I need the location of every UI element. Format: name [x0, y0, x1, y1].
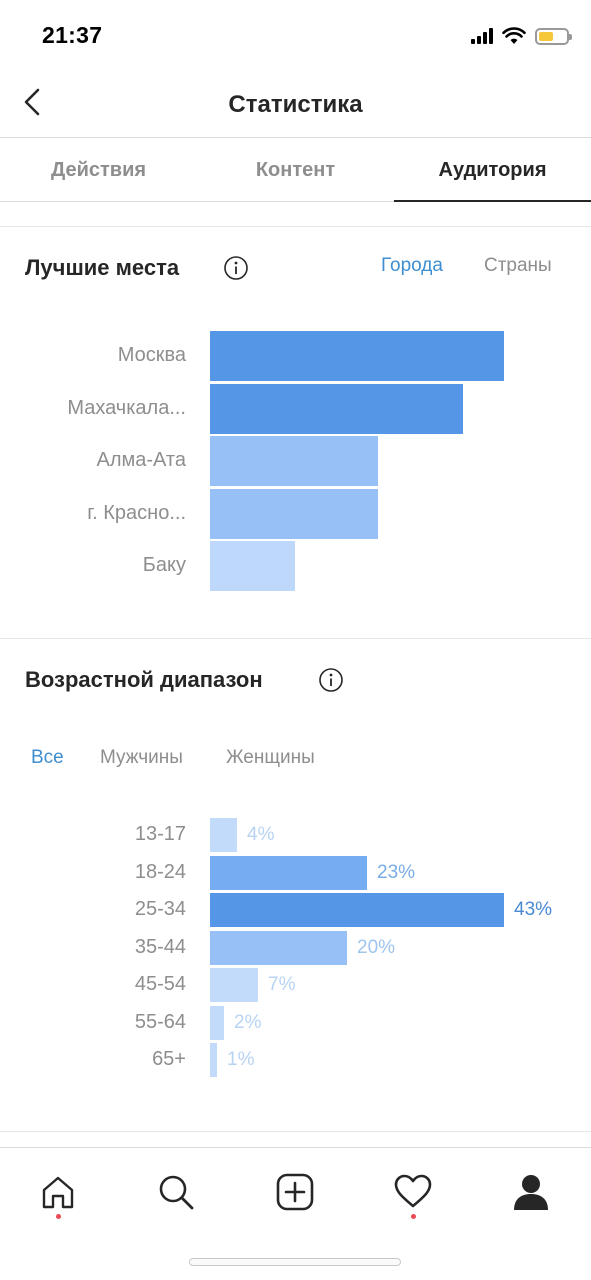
search-icon [159, 1175, 194, 1210]
age-range-title: Возрастной диапазон [25, 667, 263, 692]
status-time: 21:37 [42, 22, 103, 48]
chart-category-label: Москва [117, 344, 186, 366]
nav-profile[interactable] [507, 1168, 555, 1216]
chart-bar [210, 331, 504, 381]
nav-add-post[interactable] [271, 1168, 319, 1216]
chart-bar [210, 383, 463, 434]
nav-search[interactable] [152, 1168, 200, 1216]
chart-value-label: 4% [247, 824, 275, 845]
nav-header: Статистика [0, 72, 591, 138]
back-button[interactable] [16, 84, 52, 120]
chart-value-label: 7% [268, 974, 296, 995]
chart-bar [210, 930, 347, 965]
section-divider [0, 638, 591, 639]
chart-bar [210, 818, 237, 852]
battery-icon [535, 27, 572, 45]
chart-value-label: 20% [357, 936, 396, 958]
notification-dot [56, 1214, 61, 1219]
top-places-title: Лучшие места [25, 255, 180, 280]
status-icons [471, 24, 572, 48]
chart-bar [210, 968, 258, 1002]
chart-value-label: 23% [377, 861, 416, 883]
chevron-left-icon [24, 88, 40, 116]
filter-all[interactable]: Все [31, 747, 64, 768]
filter-men[interactable]: Мужчины [100, 747, 183, 768]
chart-bar [210, 436, 378, 486]
info-icon[interactable] [223, 255, 249, 281]
chart-bar [210, 1043, 217, 1077]
nav-activity[interactable] [389, 1168, 437, 1216]
chart-category-label: 35-44 [134, 935, 186, 958]
bottom-nav [0, 1147, 591, 1280]
chart-category-label: 65+ [152, 1048, 186, 1070]
chart-category-label: 25-34 [134, 898, 186, 920]
heart-icon [394, 1174, 432, 1208]
chart-value-label: 43% [514, 899, 553, 920]
page-title: Статистика [228, 91, 363, 118]
notification-dot [411, 1214, 416, 1219]
chart-category-label: Махачкала... [67, 396, 186, 419]
chart-category-label: Алма-Ата [96, 449, 186, 471]
chart-value-label: 2% [234, 1011, 262, 1033]
tab-bar: Действия Контент Аудитория [0, 139, 591, 202]
status-bar: 21:37 [0, 0, 591, 72]
section-divider [0, 1131, 591, 1132]
toggle-countries[interactable]: Страны [484, 255, 552, 276]
chart-category-label: 45-54 [134, 973, 186, 995]
chart-value-label: 1% [227, 1049, 255, 1070]
toggle-cities[interactable]: Города [381, 255, 443, 276]
filter-women[interactable]: Женщины [226, 747, 315, 768]
chart-bar [210, 541, 295, 591]
chart-bar [210, 1005, 224, 1040]
home-indicator [189, 1258, 401, 1266]
add-post-icon [276, 1173, 314, 1211]
info-icon[interactable] [318, 667, 344, 693]
chart-bar [210, 488, 378, 539]
wifi-icon [502, 27, 526, 44]
section-divider [0, 226, 591, 227]
chart-category-label: 13-17 [134, 823, 186, 845]
chart-category-label: Баку [142, 554, 186, 576]
chart-category-label: г. Красно... [87, 501, 186, 524]
chart-category-label: 55-64 [134, 1010, 186, 1033]
nav-home[interactable] [34, 1168, 82, 1216]
profile-icon [514, 1175, 548, 1210]
tab-content[interactable]: Контент [255, 159, 336, 181]
chart-category-label: 18-24 [134, 860, 186, 883]
chart-bar [210, 855, 367, 890]
cellular-signal-icon [471, 28, 493, 44]
tab-actions[interactable]: Действия [50, 159, 147, 181]
chart-bar [210, 893, 504, 927]
tab-audience[interactable]: Аудитория [394, 139, 591, 202]
home-icon [42, 1176, 74, 1209]
